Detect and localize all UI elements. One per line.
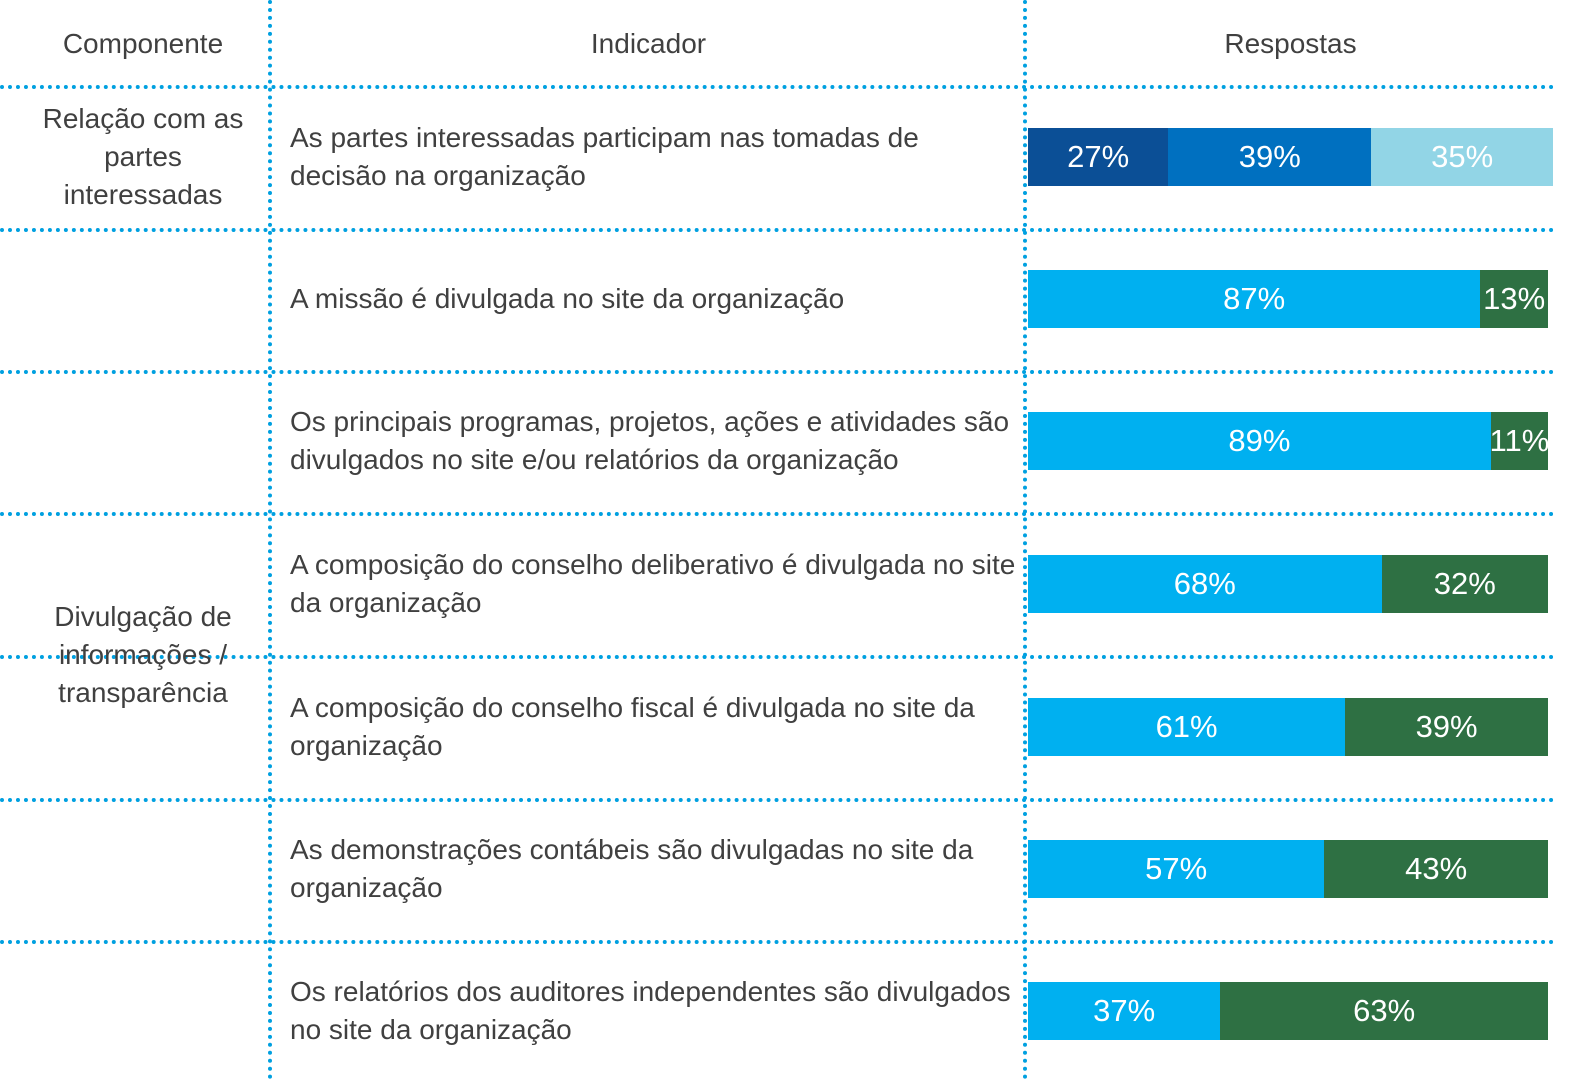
bar-label: 11% [1489, 423, 1550, 458]
row-divider [0, 655, 1555, 659]
indicator: As demonstrações contábeis são divulgada… [290, 834, 974, 903]
bar-segment: 57% [1028, 840, 1325, 898]
header-indicator: Indicador [590, 28, 707, 59]
bar-label: 27% [1067, 138, 1130, 174]
row-divider [0, 512, 1555, 516]
bar-label: 89% [1228, 423, 1291, 458]
bar-segment: 32% [1381, 554, 1548, 613]
bar-segment: 68% [1028, 554, 1382, 613]
bar-segment: 39% [1168, 127, 1372, 186]
bar-label: 68% [1173, 565, 1236, 601]
component: Divulgação de informações / transparênci… [54, 601, 232, 708]
header-responses: Respostas [1224, 28, 1357, 59]
bar-segment: 89% [1028, 412, 1491, 470]
column-divider [1023, 0, 1027, 1080]
column-divider [268, 0, 272, 1080]
indicator: Os principais programas, projetos, ações… [290, 406, 1010, 475]
indicator: Os relatórios dos auditores independente… [290, 976, 1011, 1045]
bar-label: 57% [1145, 851, 1208, 886]
row-divider [0, 85, 1555, 89]
indicator: A composição do conselho deliberativo é … [290, 548, 1016, 618]
bar-label: 39% [1238, 138, 1301, 174]
bar-label: 39% [1415, 708, 1478, 744]
bar-label: 87% [1223, 281, 1286, 316]
row-divider [0, 798, 1555, 802]
component: Relação com as partes interessadas [42, 102, 244, 210]
bar-segment: 63% [1220, 982, 1548, 1040]
bar-segment: 37% [1028, 982, 1221, 1040]
bar-segment: 35% [1371, 127, 1554, 186]
bar-segment: 13% [1480, 270, 1548, 328]
row-divider [0, 940, 1555, 944]
header-component: Componente [62, 28, 224, 59]
bar-label: 35% [1431, 138, 1494, 174]
indicator: A composição do conselho fiscal é divulg… [290, 691, 975, 761]
row-divider [0, 228, 1555, 232]
bar-segment: 11% [1489, 412, 1550, 470]
bar-label: 13% [1483, 281, 1546, 316]
bar-label: 43% [1405, 851, 1468, 886]
bar-segment: 61% [1028, 697, 1346, 756]
bar-label: 61% [1155, 708, 1218, 744]
bar-label: 63% [1353, 993, 1416, 1028]
bar-label: 32% [1433, 565, 1496, 601]
indicator: A missão é divulgada no site da organiza… [290, 283, 845, 314]
bar-segment: 27% [1028, 127, 1169, 186]
bar-segment: 87% [1028, 270, 1481, 328]
row-divider [0, 370, 1555, 374]
bar-segment: 39% [1345, 697, 1548, 756]
bar-segment: 43% [1324, 840, 1548, 898]
indicator: As partes interessadas participam nas to… [290, 121, 919, 191]
bar-label: 37% [1093, 993, 1156, 1028]
